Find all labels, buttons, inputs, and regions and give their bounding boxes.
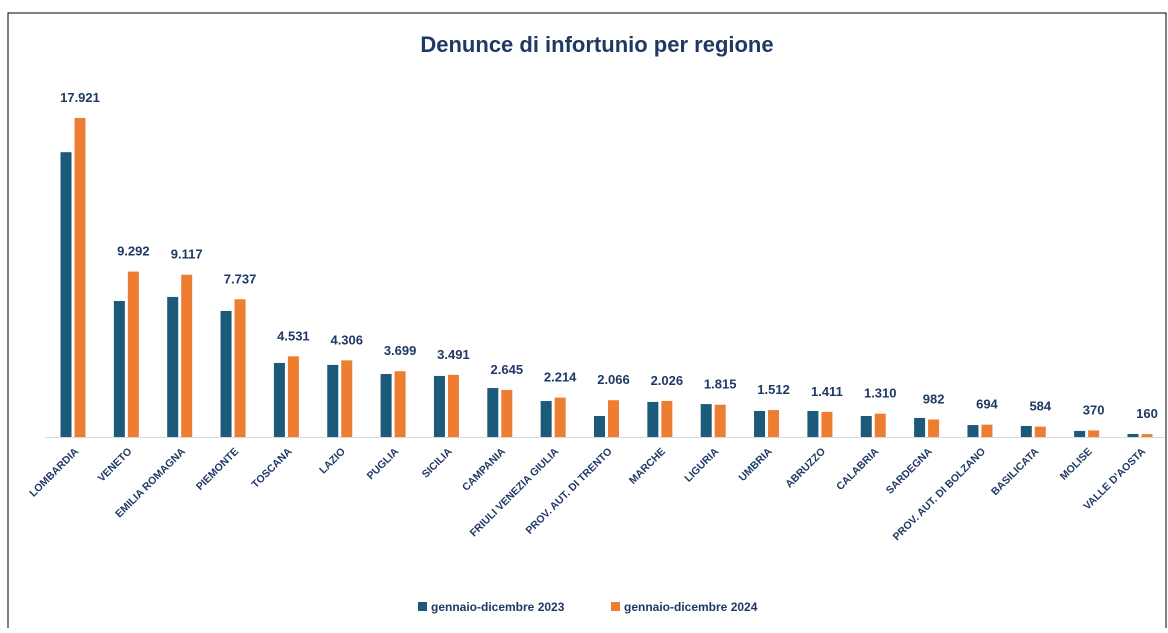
bar	[754, 411, 766, 437]
bar	[447, 374, 459, 437]
x-tick-label: PIEMONTE	[194, 446, 241, 493]
legend-swatch	[418, 602, 427, 611]
x-tick-label: MOLISE	[1058, 446, 1095, 483]
x-tick-label: TOSCANA	[249, 445, 294, 490]
data-label: 4.531	[277, 328, 310, 343]
x-tick-label: VENETO	[96, 446, 135, 485]
x-tick-label: LIGURIA	[682, 445, 721, 484]
data-label: 7.737	[224, 271, 257, 286]
data-label: 9.117	[171, 247, 203, 262]
x-tick-label: LOMBARDIA	[27, 445, 81, 499]
bar	[181, 274, 193, 437]
bar	[540, 401, 552, 437]
data-label: 2.645	[491, 362, 524, 377]
bar	[608, 400, 619, 437]
bar	[1034, 426, 1046, 437]
bar	[1127, 433, 1139, 437]
bar	[807, 411, 819, 437]
data-label: 1.411	[811, 384, 843, 399]
legend-label: gennaio-dicembre 2024	[624, 600, 758, 614]
bar	[167, 296, 179, 437]
x-tick-label: PROV. AUT. DI TRENTO	[523, 446, 614, 537]
data-label: 2.026	[651, 373, 684, 388]
data-label: 17.921	[60, 90, 100, 105]
data-label: 1.815	[704, 377, 737, 392]
bar	[501, 389, 513, 437]
x-tick-label: BASILICATA	[989, 445, 1042, 498]
bar	[273, 362, 285, 437]
bar	[981, 424, 993, 437]
x-tick-label: SICILIA	[420, 445, 455, 480]
data-label: 3.491	[437, 347, 470, 362]
bar	[928, 419, 940, 437]
bar	[874, 413, 886, 437]
bar	[234, 299, 246, 437]
x-tick-label: ABRUZZO	[783, 446, 828, 491]
data-label: 2.066	[597, 372, 630, 387]
data-label: 4.306	[330, 332, 363, 347]
bar	[821, 411, 833, 437]
bar	[113, 301, 125, 437]
data-label: 3.699	[384, 343, 417, 358]
bar	[287, 356, 299, 437]
bar	[661, 400, 673, 437]
bar	[700, 404, 712, 437]
data-label: 982	[923, 392, 945, 407]
bar	[341, 360, 353, 437]
bar	[647, 401, 659, 437]
x-tick-label: CAMPANIA	[460, 445, 508, 493]
data-label: 694	[976, 397, 998, 412]
bar	[127, 271, 139, 437]
bar	[768, 410, 780, 437]
data-label: 1.512	[757, 382, 790, 397]
bar	[74, 118, 86, 437]
data-label: 2.214	[544, 370, 577, 385]
bar	[860, 415, 872, 437]
bar	[60, 152, 72, 437]
bar	[327, 364, 339, 437]
x-tick-label: CALABRIA	[834, 445, 882, 493]
x-tick-label: MARCHE	[627, 446, 668, 487]
chart-title: Denunce di infortunio per regione	[420, 32, 773, 57]
bar	[967, 425, 979, 437]
x-tick-label: LAZIO	[317, 446, 348, 477]
bar	[914, 417, 926, 437]
data-label: 584	[1029, 399, 1051, 414]
x-tick-label: SARDEGNA	[884, 445, 935, 496]
chart-frame	[7, 12, 1167, 633]
x-tick-label: PROV. AUT. DI BOLZANO	[891, 446, 988, 543]
data-label: 9.292	[117, 244, 150, 259]
data-label: 1.310	[864, 386, 897, 401]
data-label: 370	[1083, 402, 1105, 417]
bar	[1020, 425, 1032, 437]
bar	[1088, 430, 1100, 437]
legend-label: gennaio-dicembre 2023	[431, 600, 565, 614]
x-tick-label: FRIULI VENEZIA GIULIA	[468, 445, 562, 539]
bar	[714, 404, 726, 437]
legend-swatch	[611, 602, 620, 611]
bar	[380, 373, 392, 437]
x-tick-label: PUGLIA	[365, 445, 402, 482]
bar	[1141, 434, 1153, 437]
bar	[433, 375, 445, 437]
bar	[594, 415, 605, 437]
bar	[554, 397, 566, 437]
bar	[220, 310, 232, 437]
bar	[394, 371, 406, 437]
bar	[1074, 430, 1086, 437]
bar	[487, 388, 499, 437]
data-label: 160	[1136, 406, 1158, 421]
x-tick-label: UMBRIA	[736, 445, 774, 483]
